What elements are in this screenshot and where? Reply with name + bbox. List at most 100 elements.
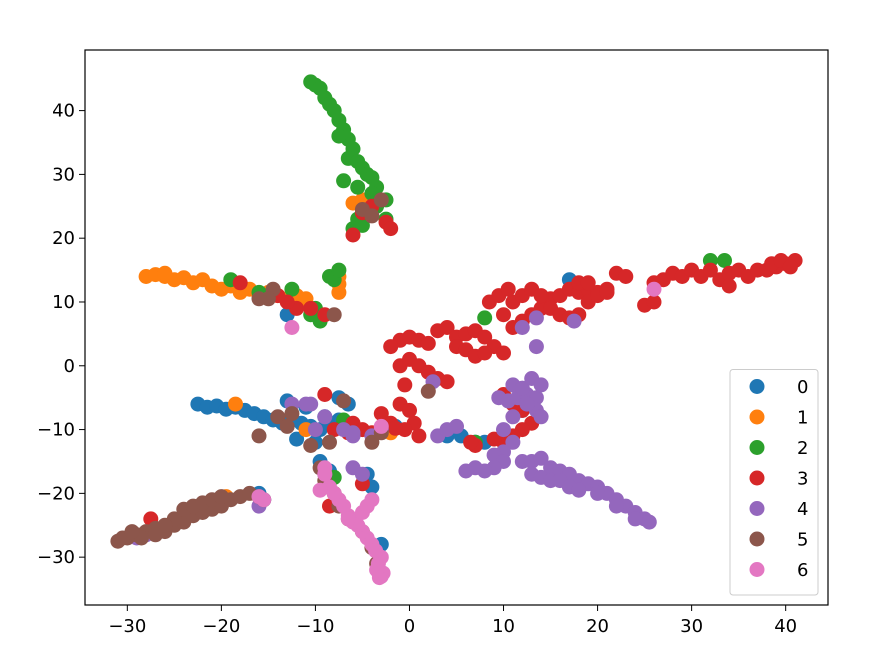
y-axis: −30 −20 −10 0 10 20 30 40 bbox=[37, 101, 85, 568]
point-class-4 bbox=[307, 422, 323, 438]
point-class-3 bbox=[599, 284, 615, 300]
point-class-5 bbox=[148, 527, 163, 543]
x-tick-label: 0 bbox=[404, 616, 415, 637]
legend-marker bbox=[749, 440, 765, 455]
x-tick-label: −20 bbox=[202, 616, 240, 637]
legend: 0 1 2 3 4 5 6 bbox=[729, 369, 819, 596]
point-class-5 bbox=[251, 428, 267, 444]
x-tick-label: 20 bbox=[586, 616, 609, 637]
point-class-1 bbox=[228, 396, 243, 412]
point-class-6 bbox=[284, 320, 300, 335]
point-class-5 bbox=[251, 291, 267, 307]
point-class-2 bbox=[284, 281, 300, 297]
legend-label: 5 bbox=[797, 530, 808, 551]
point-class-3 bbox=[383, 339, 399, 355]
point-class-4 bbox=[528, 310, 544, 326]
point-class-5 bbox=[284, 406, 300, 422]
point-class-6 bbox=[364, 492, 380, 508]
point-class-3 bbox=[232, 275, 248, 291]
point-class-5 bbox=[157, 517, 173, 533]
x-tick-label: 40 bbox=[774, 616, 797, 637]
point-class-3 bbox=[702, 262, 718, 278]
y-tick-label: −30 bbox=[37, 547, 75, 568]
point-class-3 bbox=[303, 300, 319, 316]
legend-marker bbox=[749, 531, 765, 547]
point-class-3 bbox=[463, 434, 479, 450]
point-class-6 bbox=[317, 466, 333, 482]
point-class-6 bbox=[251, 489, 267, 505]
point-class-3 bbox=[439, 374, 455, 390]
x-tick-label: −30 bbox=[108, 616, 146, 637]
point-class-4 bbox=[528, 339, 544, 355]
legend-label: 3 bbox=[797, 469, 808, 490]
legend-marker bbox=[749, 470, 765, 486]
point-class-3 bbox=[500, 281, 516, 297]
point-class-3 bbox=[477, 345, 493, 361]
point-class-2 bbox=[336, 173, 352, 189]
point-class-5 bbox=[322, 434, 337, 450]
point-class-6 bbox=[312, 482, 328, 498]
legend-label: 1 bbox=[797, 408, 808, 429]
point-class-1 bbox=[157, 265, 173, 281]
plot-frame bbox=[84, 49, 829, 606]
point-class-5 bbox=[364, 434, 380, 450]
point-class-5 bbox=[336, 393, 352, 409]
point-class-4 bbox=[298, 396, 314, 412]
point-class-2 bbox=[331, 262, 347, 278]
point-class-3 bbox=[317, 387, 333, 402]
x-tick-label: 10 bbox=[492, 616, 515, 637]
point-class-4 bbox=[566, 313, 582, 329]
point-class-4 bbox=[627, 511, 643, 527]
point-class-3 bbox=[496, 345, 511, 361]
point-class-5 bbox=[279, 418, 295, 434]
x-tick-label: 30 bbox=[680, 616, 703, 637]
point-class-2 bbox=[717, 253, 732, 268]
point-class-3 bbox=[373, 406, 389, 422]
point-class-4 bbox=[496, 422, 511, 438]
point-class-4 bbox=[449, 418, 464, 434]
legend-marker bbox=[749, 409, 765, 425]
point-class-4 bbox=[345, 425, 361, 441]
point-class-2 bbox=[477, 310, 493, 326]
point-class-3 bbox=[397, 377, 413, 393]
point-class-4 bbox=[533, 377, 549, 393]
data-points bbox=[110, 74, 803, 586]
legend-label: 2 bbox=[797, 438, 808, 459]
point-class-3 bbox=[383, 221, 399, 237]
y-tick-label: 0 bbox=[64, 356, 75, 377]
point-class-4 bbox=[533, 409, 549, 425]
point-class-3 bbox=[477, 329, 493, 345]
y-tick-label: 10 bbox=[52, 292, 75, 313]
legend-marker bbox=[749, 562, 765, 577]
point-class-4 bbox=[505, 434, 521, 450]
legend-marker bbox=[749, 379, 765, 394]
point-class-3 bbox=[486, 431, 502, 447]
point-class-3 bbox=[646, 294, 662, 310]
y-tick-label: 30 bbox=[52, 164, 75, 185]
point-class-3 bbox=[387, 420, 403, 436]
point-class-3 bbox=[721, 278, 737, 294]
point-class-3 bbox=[533, 288, 549, 304]
x-axis: −30 −20 −10 0 10 20 30 40 bbox=[108, 605, 797, 637]
point-class-4 bbox=[608, 498, 624, 514]
legend-label: 4 bbox=[797, 499, 808, 520]
y-tick-label: −20 bbox=[37, 483, 75, 504]
point-class-3 bbox=[782, 259, 798, 275]
point-class-4 bbox=[505, 409, 521, 425]
point-class-4 bbox=[590, 485, 606, 501]
point-class-2 bbox=[350, 179, 366, 195]
point-class-4 bbox=[514, 380, 530, 396]
point-class-4 bbox=[317, 409, 333, 425]
point-class-5 bbox=[373, 192, 389, 208]
x-tick-label: −10 bbox=[296, 616, 334, 637]
point-class-4 bbox=[533, 450, 549, 466]
point-class-4 bbox=[641, 514, 657, 530]
point-class-4 bbox=[519, 396, 535, 412]
point-class-3 bbox=[402, 402, 417, 418]
point-class-6 bbox=[373, 418, 389, 434]
point-class-4 bbox=[354, 466, 370, 482]
point-class-3 bbox=[411, 428, 427, 444]
point-class-3 bbox=[345, 227, 361, 243]
point-class-3 bbox=[439, 320, 455, 335]
